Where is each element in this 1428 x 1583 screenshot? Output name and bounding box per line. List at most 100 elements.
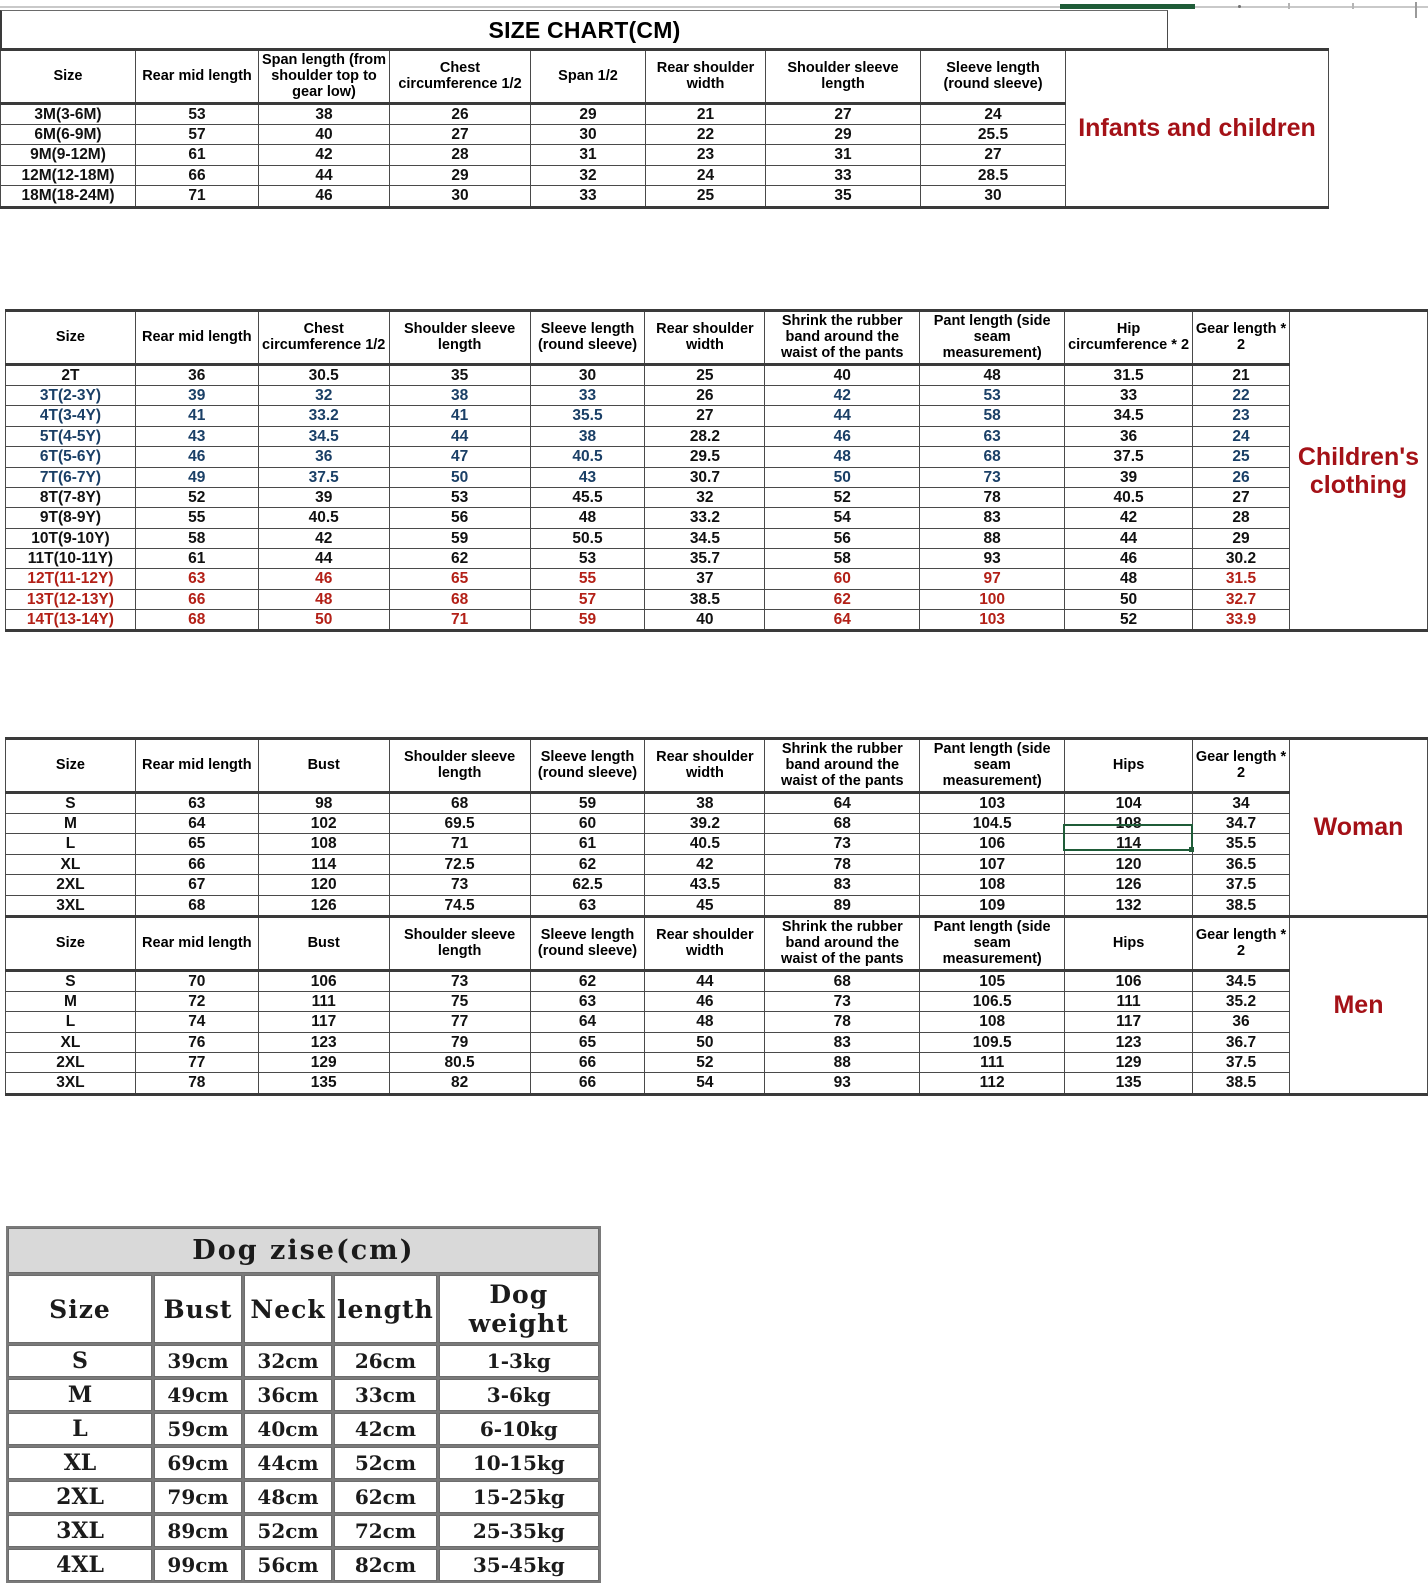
dog-table-row: 3XL 89cm 52cm 72cm 25-35kg xyxy=(8,1515,599,1547)
table-row: 7T(6-7Y) 49 37.5 50 43 30.7 50 73 39 26 xyxy=(5,466,1428,488)
data-cell: 6T(5-6Y) xyxy=(5,446,136,468)
column-header-7: Sleeve length (round sleeve) xyxy=(920,48,1066,105)
dog-data-cell: 48cm xyxy=(244,1481,332,1513)
dog-data-cell: 2XL xyxy=(8,1481,152,1513)
data-cell: 22 xyxy=(645,124,766,146)
dog-data-cell: 6-10kg xyxy=(438,1413,599,1445)
table-row: 9M(9-12M) 61 42 28 31 23 31 27 xyxy=(0,144,1329,166)
data-cell: 61 xyxy=(135,144,259,166)
data-cell: 104 xyxy=(1064,791,1194,815)
table-row: 2T 36 30.5 35 30 25 40 48 31.5 21 xyxy=(5,363,1428,387)
data-cell: 33 xyxy=(530,185,646,209)
data-cell: 65 xyxy=(529,1031,646,1054)
data-cell: 73 xyxy=(919,466,1066,488)
category-label-infants: Infants and children xyxy=(1065,48,1329,209)
data-cell: 83 xyxy=(764,874,921,896)
data-cell: 104.5 xyxy=(919,813,1066,835)
data-cell: 53 xyxy=(529,547,646,570)
data-cell: 40 xyxy=(258,124,390,146)
data-cell: 28.5 xyxy=(920,164,1066,187)
data-cell: 74.5 xyxy=(388,894,531,918)
data-cell: 36 xyxy=(1192,1011,1290,1033)
dog-size-table-wrap: Dog zise(cm) Size Bust Neck length Dog weight… xyxy=(6,1226,601,1583)
data-cell: 28.2 xyxy=(644,425,766,448)
dog-table-row: XL 69cm 44cm 52cm 10-15kg xyxy=(8,1447,599,1479)
data-cell: 112 xyxy=(919,1072,1066,1096)
data-cell: 73 xyxy=(388,969,531,992)
data-cell: 82 xyxy=(388,1072,531,1096)
data-cell: 46 xyxy=(134,446,259,468)
table-row: 10T(9-10Y) 58 42 59 50.5 34.5 56 88 44 29 xyxy=(5,527,1428,549)
data-cell: 48 xyxy=(919,363,1066,387)
data-cell: 34 xyxy=(1192,791,1290,815)
data-cell: 29.5 xyxy=(644,446,766,468)
children-table-body: Size Rear mid length Chest circumference 1… xyxy=(5,308,1428,633)
column-header-7: Pant length (side seam measurement) xyxy=(919,309,1066,366)
data-cell: M xyxy=(5,813,136,835)
data-cell: 111 xyxy=(1064,990,1194,1013)
data-cell: 65 xyxy=(134,833,259,855)
data-cell: 39 xyxy=(257,486,390,509)
column-tick xyxy=(1352,3,1354,9)
table-row: 9T(8-9Y) 55 40.5 56 48 33.2 54 83 42 28 xyxy=(5,507,1428,529)
data-cell: 46 xyxy=(258,185,390,209)
column-selection-highlight[interactable] xyxy=(1060,4,1195,9)
adult-table-body: Size Rear mid length Bust Shoulder sleeve l… xyxy=(5,737,1428,1096)
data-cell: 64 xyxy=(764,609,921,633)
column-header-9: Gear length * 2 xyxy=(1192,309,1290,366)
data-cell: 78 xyxy=(764,853,921,876)
data-cell: 54 xyxy=(764,507,921,529)
data-cell: 69.5 xyxy=(388,813,531,835)
data-cell: 24 xyxy=(1192,425,1290,448)
data-cell: 68 xyxy=(764,813,921,835)
table-row: 2XL 77 129 80.5 66 52 88 111 129 37.5 xyxy=(5,1051,1428,1074)
data-cell: 126 xyxy=(257,894,390,918)
data-cell: 108 xyxy=(257,833,390,855)
data-cell: 63 xyxy=(919,425,1066,448)
data-cell: 33.9 xyxy=(1192,609,1290,633)
data-cell: 126 xyxy=(1064,874,1194,896)
column-header-8: Hip circumference * 2 xyxy=(1064,309,1194,366)
table-row: 4T(3-4Y) 41 33.2 41 35.5 27 44 58 34.5 23 xyxy=(5,405,1428,427)
infants-table-body: Size Rear mid length Span length (from sho… xyxy=(0,48,1329,209)
data-cell: 30 xyxy=(530,124,646,146)
dog-data-cell: 10-15kg xyxy=(438,1447,599,1479)
data-cell: 77 xyxy=(134,1051,259,1074)
column-header-6: Shrink the rubber band around the waist … xyxy=(764,309,921,366)
data-cell: 56 xyxy=(764,527,921,549)
data-cell: 49 xyxy=(134,466,259,488)
data-cell: 107 xyxy=(919,853,1066,876)
data-cell: 38.5 xyxy=(644,588,766,611)
data-cell: 33.2 xyxy=(257,405,390,427)
spreadsheet-top-strip xyxy=(0,0,1428,18)
data-cell: 48 xyxy=(764,446,921,468)
data-cell: 34.7 xyxy=(1192,813,1290,835)
data-cell: 59 xyxy=(529,791,646,815)
data-cell: 71 xyxy=(388,609,531,633)
data-cell: 23 xyxy=(1192,405,1290,427)
data-cell: 64 xyxy=(764,791,921,815)
column-header-5: Rear shoulder width xyxy=(644,309,766,366)
column-header-1: Rear mid length xyxy=(135,48,259,105)
data-cell: 39 xyxy=(1064,466,1194,488)
data-cell: 27 xyxy=(765,102,921,126)
data-cell: 48 xyxy=(529,507,646,529)
table-row: 6M(6-9M) 57 40 27 30 22 29 25.5 xyxy=(0,124,1329,146)
data-cell: 34.5 xyxy=(1192,969,1290,992)
category-label-men: Men xyxy=(1288,914,1428,1096)
data-cell: 103 xyxy=(919,609,1066,633)
data-cell: 36.7 xyxy=(1192,1031,1290,1054)
data-cell: 52 xyxy=(1064,609,1194,633)
table-row: S 63 98 68 59 38 64 103 104 34 xyxy=(5,791,1428,815)
data-cell: 59 xyxy=(388,527,531,549)
data-cell: 23 xyxy=(645,144,766,166)
data-cell: 58 xyxy=(764,547,921,570)
data-cell: 44 xyxy=(1064,527,1194,549)
dog-data-cell: 36cm xyxy=(244,1379,332,1411)
data-cell: S xyxy=(5,969,136,992)
data-cell: 27 xyxy=(644,405,766,427)
data-cell: 59 xyxy=(529,609,646,633)
table-header-row: Size Rear mid length Span length (from sho… xyxy=(0,48,1329,209)
dog-data-cell: 52cm xyxy=(244,1515,332,1547)
data-cell: L xyxy=(5,1011,136,1033)
